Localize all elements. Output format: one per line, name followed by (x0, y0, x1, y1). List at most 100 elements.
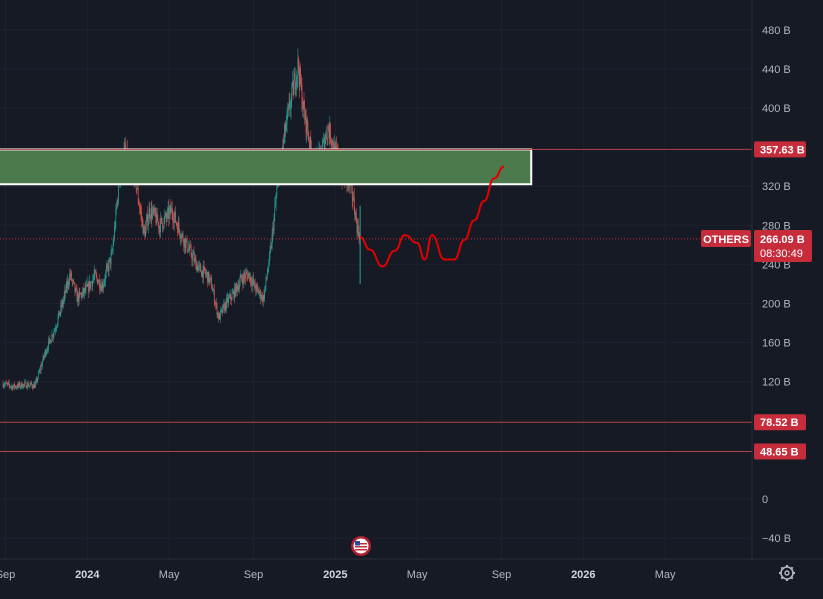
candle-body (329, 124, 331, 139)
candle-body (262, 295, 264, 302)
candle-body (290, 108, 291, 110)
candle-body (104, 280, 106, 282)
price-tick-label: 280 B (762, 220, 791, 232)
candle-body (99, 288, 101, 290)
candle-body (171, 207, 173, 216)
candle-body (322, 141, 324, 145)
candle-body (325, 133, 327, 141)
candle-body (2, 383, 4, 387)
candle-body (103, 281, 105, 285)
candle-body (83, 288, 85, 294)
projection-path[interactable] (359, 165, 505, 268)
us-flag-icon[interactable] (351, 536, 371, 556)
candle-body (268, 264, 270, 270)
candle-body (73, 280, 75, 282)
current-price-value: 266.09 B (760, 234, 805, 246)
candle-body (14, 383, 15, 388)
candle-body (117, 200, 119, 202)
candle-body (302, 108, 303, 110)
price-tick-label: 0 (762, 494, 768, 506)
candle-body (27, 383, 29, 387)
candle-body (216, 303, 218, 315)
candle-body (355, 212, 356, 220)
candle-body (331, 143, 333, 146)
candle-body (233, 291, 235, 299)
candle-body (36, 379, 38, 382)
candle-body (246, 273, 248, 275)
grid (0, 0, 752, 559)
candle-body (80, 293, 81, 295)
candle-body (45, 350, 47, 355)
candle-body (78, 294, 79, 302)
candle-body (229, 294, 231, 298)
price-axis[interactable]: 480 B 440 B 400 B 320 B 280 B 240 B 200 B 160 B… (762, 25, 791, 545)
candle-body (353, 196, 355, 212)
candle-body (71, 272, 72, 281)
candle-body (245, 273, 247, 274)
candle-body (71, 280, 73, 282)
candle-body (239, 278, 241, 284)
candle-body (256, 285, 258, 287)
candle-body (174, 212, 176, 217)
candle-body (8, 382, 9, 384)
candle-body (203, 266, 204, 279)
gear-icon[interactable] (779, 565, 795, 581)
candle-body (286, 112, 288, 124)
candle-body (230, 299, 232, 301)
candle-body (47, 349, 49, 351)
candle-body (46, 351, 47, 355)
candle-body (7, 383, 9, 384)
candle-body (43, 355, 45, 358)
candle-body (276, 187, 278, 197)
candle-body (4, 385, 5, 386)
candle-body (171, 207, 172, 213)
candle-body (212, 290, 214, 292)
candle-body (207, 271, 209, 283)
candle-body (141, 219, 143, 221)
candle-body (294, 73, 295, 81)
candle-body (228, 297, 230, 299)
candle-body (161, 217, 163, 224)
candle-body (355, 212, 357, 221)
candle-body (76, 290, 78, 302)
candle-body (210, 277, 212, 279)
candle-body (84, 288, 86, 291)
candle-body (58, 310, 60, 317)
candle-body (112, 250, 113, 252)
candle-body (52, 334, 54, 338)
candle-body (304, 108, 306, 120)
candle-body (221, 308, 223, 311)
candle-body (160, 217, 162, 219)
candle-body (296, 75, 298, 77)
candle-body (157, 221, 159, 223)
candle-body (54, 330, 55, 332)
candle-body (185, 240, 187, 248)
candle-body (98, 279, 100, 283)
resistance-zone[interactable] (0, 148, 533, 186)
candle-body (53, 331, 55, 335)
candle-body (27, 383, 28, 388)
candle-body (282, 139, 284, 153)
candle-body (69, 273, 71, 276)
candle-body (208, 271, 210, 283)
time-axis[interactable]: Sep 2024 May Sep 2025 May Sep 2026 May (0, 569, 676, 581)
candle-body (51, 334, 53, 341)
candle-body (192, 254, 193, 261)
candle-body (110, 257, 111, 265)
candle-body (80, 293, 82, 295)
candle-body (99, 279, 100, 289)
candle-body (225, 302, 227, 309)
candle-body (226, 297, 228, 299)
candle-body (187, 250, 189, 252)
candle-body (66, 283, 68, 289)
price-tick-label: −40 B (762, 533, 791, 545)
candle-body (57, 316, 59, 324)
candle-body (140, 210, 142, 213)
candle-body (115, 209, 117, 227)
candle-body (65, 283, 67, 293)
candle-body (24, 382, 26, 385)
candle-body (307, 119, 308, 131)
candle-body (102, 284, 104, 288)
candle-body (95, 273, 97, 276)
